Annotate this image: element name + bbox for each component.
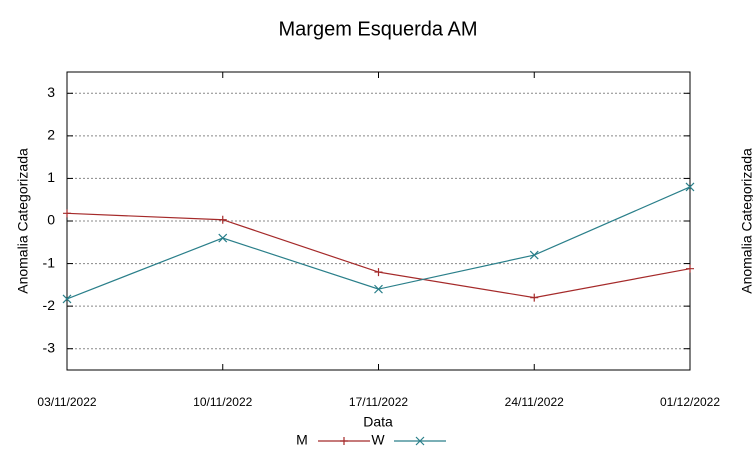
x-tick-label: 03/11/2022	[37, 395, 96, 409]
y-tick-label: -1	[43, 254, 56, 270]
y-tick-label: -2	[43, 297, 56, 313]
y-tick-label: -3	[43, 339, 56, 355]
x-tick-label: 01/12/2022	[660, 395, 720, 409]
chart-title: Margem Esquerda AM	[279, 18, 478, 40]
legend-marker	[340, 437, 348, 445]
data-point	[218, 215, 227, 224]
x-tick-label: 17/11/2022	[349, 395, 408, 409]
y-tick-label: 0	[47, 212, 55, 228]
data-point	[685, 182, 695, 192]
data-point	[218, 233, 228, 243]
y-axis-label: Anomalia Categorizada	[15, 148, 31, 294]
data-point	[686, 264, 694, 273]
y-tick-label: 1	[47, 169, 55, 185]
data-point	[529, 250, 539, 260]
data-point	[374, 268, 383, 277]
y-tick-label: 2	[47, 127, 55, 143]
data-point	[63, 209, 71, 218]
series-line	[66, 186, 691, 300]
x-tick-label: 24/11/2022	[505, 395, 564, 409]
legend-label: M	[296, 432, 308, 448]
legend-label: W	[371, 432, 385, 448]
y-tick-label: 3	[47, 84, 55, 100]
legend-marker	[415, 436, 425, 446]
y2-axis-label: Anomalia Categorizada	[739, 148, 753, 294]
data-point	[62, 294, 72, 304]
data-point	[374, 284, 383, 294]
series-line	[66, 212, 691, 299]
x-tick-label: 10/11/2022	[193, 395, 252, 409]
x-axis-label: Data	[363, 414, 393, 430]
data-point	[530, 293, 539, 302]
